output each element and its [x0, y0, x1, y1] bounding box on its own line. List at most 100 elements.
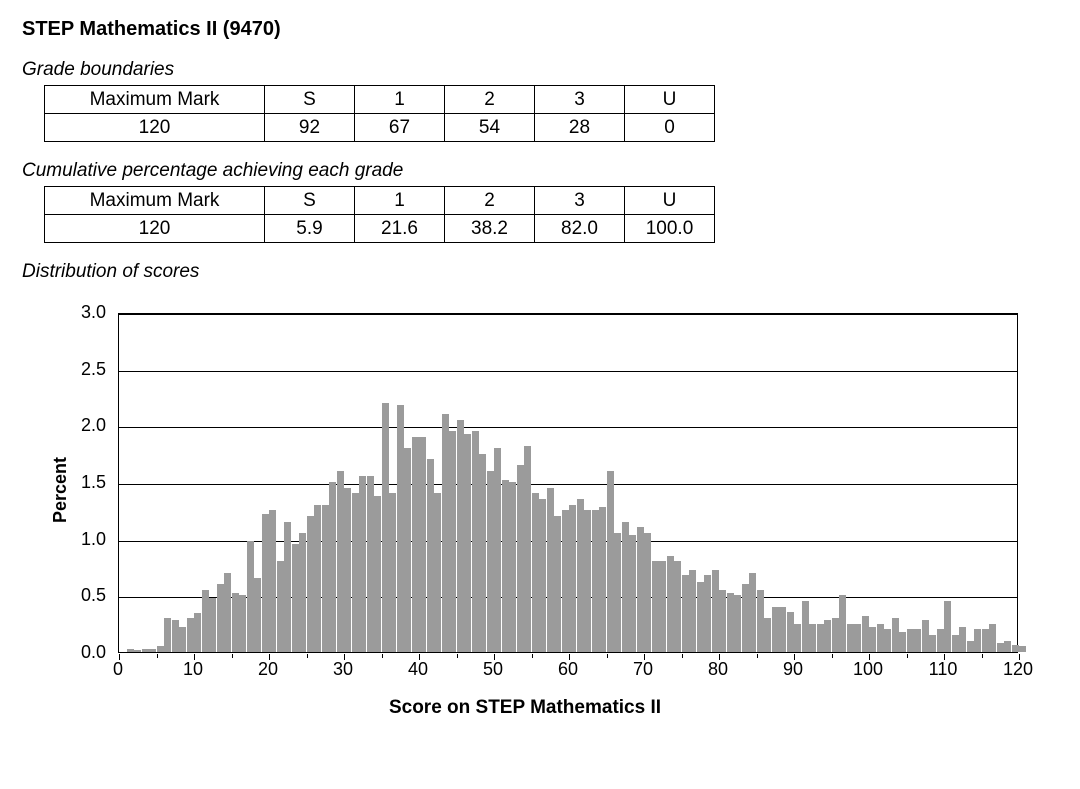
table-row: 120 92 67 54 28 0	[45, 114, 715, 142]
histogram-bar	[914, 629, 921, 652]
cell: 1	[355, 187, 445, 215]
histogram-bar	[839, 595, 846, 652]
histogram-bar	[922, 620, 929, 652]
histogram-bar	[832, 618, 839, 652]
histogram-bar	[569, 505, 576, 652]
histogram-bar	[974, 629, 981, 652]
histogram-bar	[329, 482, 336, 652]
x-tick-label: 50	[473, 659, 513, 680]
histogram-bar	[809, 624, 816, 652]
histogram-bar	[592, 510, 599, 652]
histogram-bar	[299, 533, 306, 652]
histogram-bar	[464, 434, 471, 652]
histogram-bar	[1019, 646, 1026, 652]
histogram-bar	[952, 635, 959, 652]
histogram-bar	[472, 431, 479, 652]
x-tick-label: 70	[623, 659, 663, 680]
histogram-bar	[614, 533, 621, 652]
histogram-bar	[794, 624, 801, 652]
histogram-bar	[239, 595, 246, 652]
histogram-bar	[262, 514, 269, 652]
histogram-bar	[907, 629, 914, 652]
x-axis-label: Score on STEP Mathematics II	[32, 697, 1018, 719]
plot-outer: Percent 0.00.51.01.52.02.53.0 0102030405…	[32, 303, 1038, 687]
table-row: Maximum Mark S 1 2 3 U	[45, 86, 715, 114]
y-tick-label: 2.0	[32, 415, 106, 436]
histogram-bar	[149, 649, 156, 652]
histogram-bar	[764, 618, 771, 652]
histogram-bar	[397, 405, 404, 652]
cell: U	[625, 187, 715, 215]
histogram-bar	[539, 499, 546, 652]
histogram-bar	[427, 459, 434, 652]
histogram-bar	[532, 493, 539, 652]
histogram-bar	[637, 527, 644, 652]
table-row: 120 5.9 21.6 38.2 82.0 100.0	[45, 215, 715, 243]
x-tick-label: 0	[98, 659, 138, 680]
histogram-bar	[232, 593, 239, 652]
histogram-bar	[712, 570, 719, 652]
histogram-bar	[202, 590, 209, 652]
cell: 120	[45, 114, 265, 142]
histogram-bar	[652, 561, 659, 652]
histogram-bar	[1004, 641, 1011, 652]
histogram-bar	[217, 584, 224, 652]
histogram-bar	[164, 618, 171, 652]
x-tick-label: 60	[548, 659, 588, 680]
histogram-bar	[209, 598, 216, 652]
cell: 38.2	[445, 215, 535, 243]
y-tick-label: 2.5	[32, 359, 106, 380]
histogram-bar	[187, 618, 194, 652]
histogram-bar	[847, 624, 854, 652]
histogram-bar	[772, 607, 779, 652]
histogram-bar	[254, 578, 261, 652]
histogram-bar	[1012, 645, 1019, 652]
cell: 28	[535, 114, 625, 142]
histogram-bar	[374, 496, 381, 652]
histogram-bar	[862, 616, 869, 652]
histogram-bar	[457, 420, 464, 652]
histogram-bar	[352, 493, 359, 652]
histogram-bar	[142, 649, 149, 652]
histogram-bar	[659, 561, 666, 652]
histogram-bar	[337, 471, 344, 652]
page-title: STEP Mathematics II (9470)	[22, 18, 1058, 41]
histogram-bar	[622, 522, 629, 652]
cell: 82.0	[535, 215, 625, 243]
histogram-bar	[479, 454, 486, 652]
histogram-bar	[629, 535, 636, 652]
histogram-bar	[869, 627, 876, 652]
x-tick-label: 10	[173, 659, 213, 680]
cell: 3	[535, 187, 625, 215]
boundaries-label: Grade boundaries	[22, 59, 1058, 81]
y-tick-label: 1.0	[32, 529, 106, 550]
histogram-bar	[892, 618, 899, 652]
histogram-bar	[824, 620, 831, 652]
histogram-bar	[412, 437, 419, 652]
y-tick-label: 1.5	[32, 472, 106, 493]
histogram-bar	[899, 632, 906, 652]
histogram-bar	[607, 471, 614, 652]
histogram-bar	[127, 649, 134, 652]
cell: 0	[625, 114, 715, 142]
histogram-bar	[442, 414, 449, 652]
histogram-bar	[554, 516, 561, 652]
histogram-bar	[599, 507, 606, 652]
cell: 1	[355, 86, 445, 114]
histogram-bar	[944, 601, 951, 652]
histogram-bar	[194, 613, 201, 652]
histogram-bar	[314, 505, 321, 652]
x-tick-label: 30	[323, 659, 363, 680]
x-tick-label: 80	[698, 659, 738, 680]
x-tick-label: 40	[398, 659, 438, 680]
histogram-bar	[937, 629, 944, 652]
histogram-bar	[967, 641, 974, 652]
x-tick-label: 120	[998, 659, 1038, 680]
histogram-bar	[757, 590, 764, 652]
histogram-bar	[997, 643, 1004, 652]
cumulative-table: Maximum Mark S 1 2 3 U 120 5.9 21.6 38.2…	[44, 186, 715, 243]
histogram-bar	[959, 627, 966, 652]
y-tick-label: 3.0	[32, 302, 106, 323]
cell: 21.6	[355, 215, 445, 243]
histogram-bar	[779, 607, 786, 652]
